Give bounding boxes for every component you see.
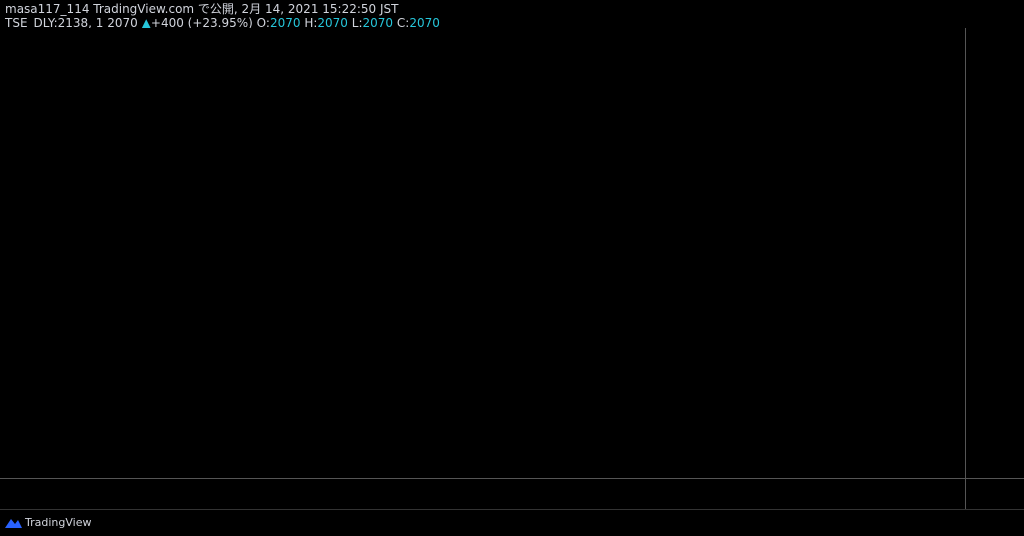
- footer-logo: TradingView: [5, 516, 91, 529]
- logo-icon: [5, 519, 22, 528]
- ohlc-label: L:: [351, 16, 363, 30]
- ohlc: O:2070 H:2070 L:2070 C:2070: [257, 16, 440, 30]
- ohlc-value: 2070: [269, 16, 301, 30]
- symbol: TSE_DLY:2138, 1: [5, 16, 104, 30]
- header: masa117_114 TradingView.com で公開, 2月 14, …: [5, 2, 440, 30]
- chart-bg: [0, 28, 1024, 510]
- brand: TradingView: [24, 516, 91, 529]
- price: 2070: [107, 16, 138, 30]
- ohlc-label: O:: [256, 16, 270, 30]
- ohlc-value: 2070: [362, 16, 394, 30]
- change: +400 (+23.95%): [150, 16, 253, 30]
- quote-line: TSE_DLY:2138, 1 2070 ▲+400 (+23.95%) O:2…: [5, 16, 440, 30]
- ohlc-value: 2070: [317, 16, 348, 30]
- publish-line: masa117_114 TradingView.com で公開, 2月 14, …: [5, 2, 399, 16]
- ohlc-label: C:: [396, 16, 410, 30]
- ohlc-value: 2070: [409, 16, 440, 30]
- ohlc-label: H:: [304, 16, 318, 30]
- arrow: ▲: [141, 16, 151, 30]
